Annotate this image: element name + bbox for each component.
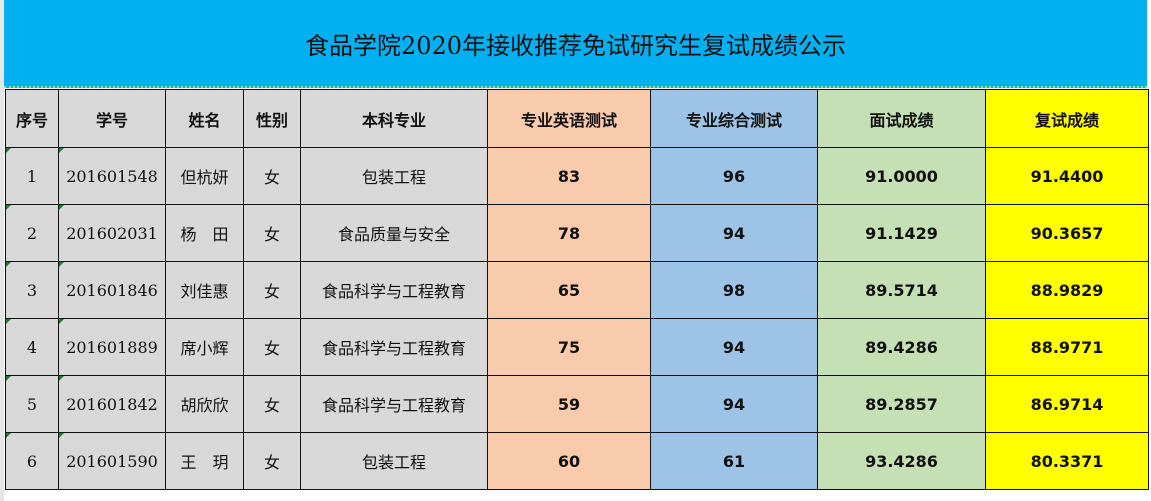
header-composite-test[interactable]: 专业综合测试 [650,89,818,148]
cell-gender[interactable]: 女 [243,147,301,205]
cell-gender[interactable]: 女 [243,318,301,376]
cell-interview-score[interactable]: 91.0000 [817,147,986,205]
header-final-score[interactable]: 复试成绩 [985,89,1149,148]
table-row: 2 201602031 杨 田女食品质量与安全 78 94 91.1429 90.3657 [5,204,1149,262]
cell-gender[interactable]: 女 [243,261,301,319]
header-index[interactable]: 序号 [5,89,59,148]
cell-final-score[interactable]: 90.3657 [985,204,1149,262]
cell-composite-test[interactable]: 94 [650,375,818,433]
cell-major[interactable]: 食品科学与工程教育 [300,261,488,319]
results-table: 序号 学号 姓名 性别 本科专业 专业英语测试 专业综合测试 面试成绩 复试成绩… [5,89,1149,490]
cell-gender[interactable]: 女 [243,204,301,262]
header-student-id[interactable]: 学号 [58,89,166,148]
cell-index[interactable]: 5 [5,375,59,433]
cell-gender[interactable]: 女 [243,375,301,433]
cell-composite-test[interactable]: 94 [650,204,818,262]
cell-name[interactable]: 杨 田 [165,204,244,262]
cell-major[interactable]: 食品科学与工程教育 [300,375,488,433]
cell-student-id[interactable]: 201601590 [58,432,166,490]
header-row: 序号 学号 姓名 性别 本科专业 专业英语测试 专业综合测试 面试成绩 复试成绩 [5,89,1149,148]
cell-english-test[interactable]: 75 [487,318,651,376]
cell-interview-score[interactable]: 91.1429 [817,204,986,262]
cell-interview-score[interactable]: 89.5714 [817,261,986,319]
cell-composite-test[interactable]: 94 [650,318,818,376]
cell-index[interactable]: 6 [5,432,59,490]
cell-index[interactable]: 1 [5,147,59,205]
cell-final-score[interactable]: 88.9829 [985,261,1149,319]
cell-final-score[interactable]: 86.9714 [985,375,1149,433]
cell-english-test[interactable]: 78 [487,204,651,262]
table-row: 1 201601548 但杭妍女包装工程 83 96 91.0000 91.4400 [5,147,1149,205]
table-row: 3 201601846 刘佳惠女食品科学与工程教育 65 98 89.5714 88.982… [5,261,1149,319]
cell-name[interactable]: 但杭妍 [165,147,244,205]
cell-major[interactable]: 食品质量与安全 [300,204,488,262]
cell-final-score[interactable]: 91.4400 [985,147,1149,205]
header-english-test[interactable]: 专业英语测试 [487,89,651,148]
cell-major[interactable]: 包装工程 [300,147,488,205]
table-row: 6 201601590 王 玥女包装工程 60 61 93.4286 80.3371 [5,432,1149,490]
cell-index[interactable]: 2 [5,204,59,262]
cell-english-test[interactable]: 60 [487,432,651,490]
cell-index[interactable]: 4 [5,318,59,376]
cell-name[interactable]: 刘佳惠 [165,261,244,319]
sheet-edge [0,0,4,501]
cell-english-test[interactable]: 65 [487,261,651,319]
cell-student-id[interactable]: 201601842 [58,375,166,433]
cell-name[interactable]: 王 玥 [165,432,244,490]
cell-student-id[interactable]: 201601846 [58,261,166,319]
cell-composite-test[interactable]: 61 [650,432,818,490]
cell-interview-score[interactable]: 93.4286 [817,432,986,490]
cell-interview-score[interactable]: 89.2857 [817,375,986,433]
cell-student-id[interactable]: 201601889 [58,318,166,376]
sheet-title[interactable]: 食品学院2020年接收推荐免试研究生复试成绩公示 [4,0,1147,88]
cell-student-id[interactable]: 201602031 [58,204,166,262]
header-interview-score[interactable]: 面试成绩 [817,89,986,148]
cell-index[interactable]: 3 [5,261,59,319]
header-gender[interactable]: 性别 [243,89,301,148]
cell-gender[interactable]: 女 [243,432,301,490]
cell-english-test[interactable]: 59 [487,375,651,433]
cell-major[interactable]: 包装工程 [300,432,488,490]
cell-major[interactable]: 食品科学与工程教育 [300,318,488,376]
header-name[interactable]: 姓名 [165,89,244,148]
table-row: 5 201601842 胡欣欣女食品科学与工程教育 59 94 89.2857 86.971… [5,375,1149,433]
cell-name[interactable]: 胡欣欣 [165,375,244,433]
cell-english-test[interactable]: 83 [487,147,651,205]
cell-student-id[interactable]: 201601548 [58,147,166,205]
cell-interview-score[interactable]: 89.4286 [817,318,986,376]
cell-composite-test[interactable]: 98 [650,261,818,319]
header-major[interactable]: 本科专业 [300,89,488,148]
cell-final-score[interactable]: 80.3371 [985,432,1149,490]
cell-composite-test[interactable]: 96 [650,147,818,205]
cell-final-score[interactable]: 88.9771 [985,318,1149,376]
cell-name[interactable]: 席小辉 [165,318,244,376]
table-row: 4 201601889 席小辉女食品科学与工程教育 75 94 89.4286 88.977… [5,318,1149,376]
